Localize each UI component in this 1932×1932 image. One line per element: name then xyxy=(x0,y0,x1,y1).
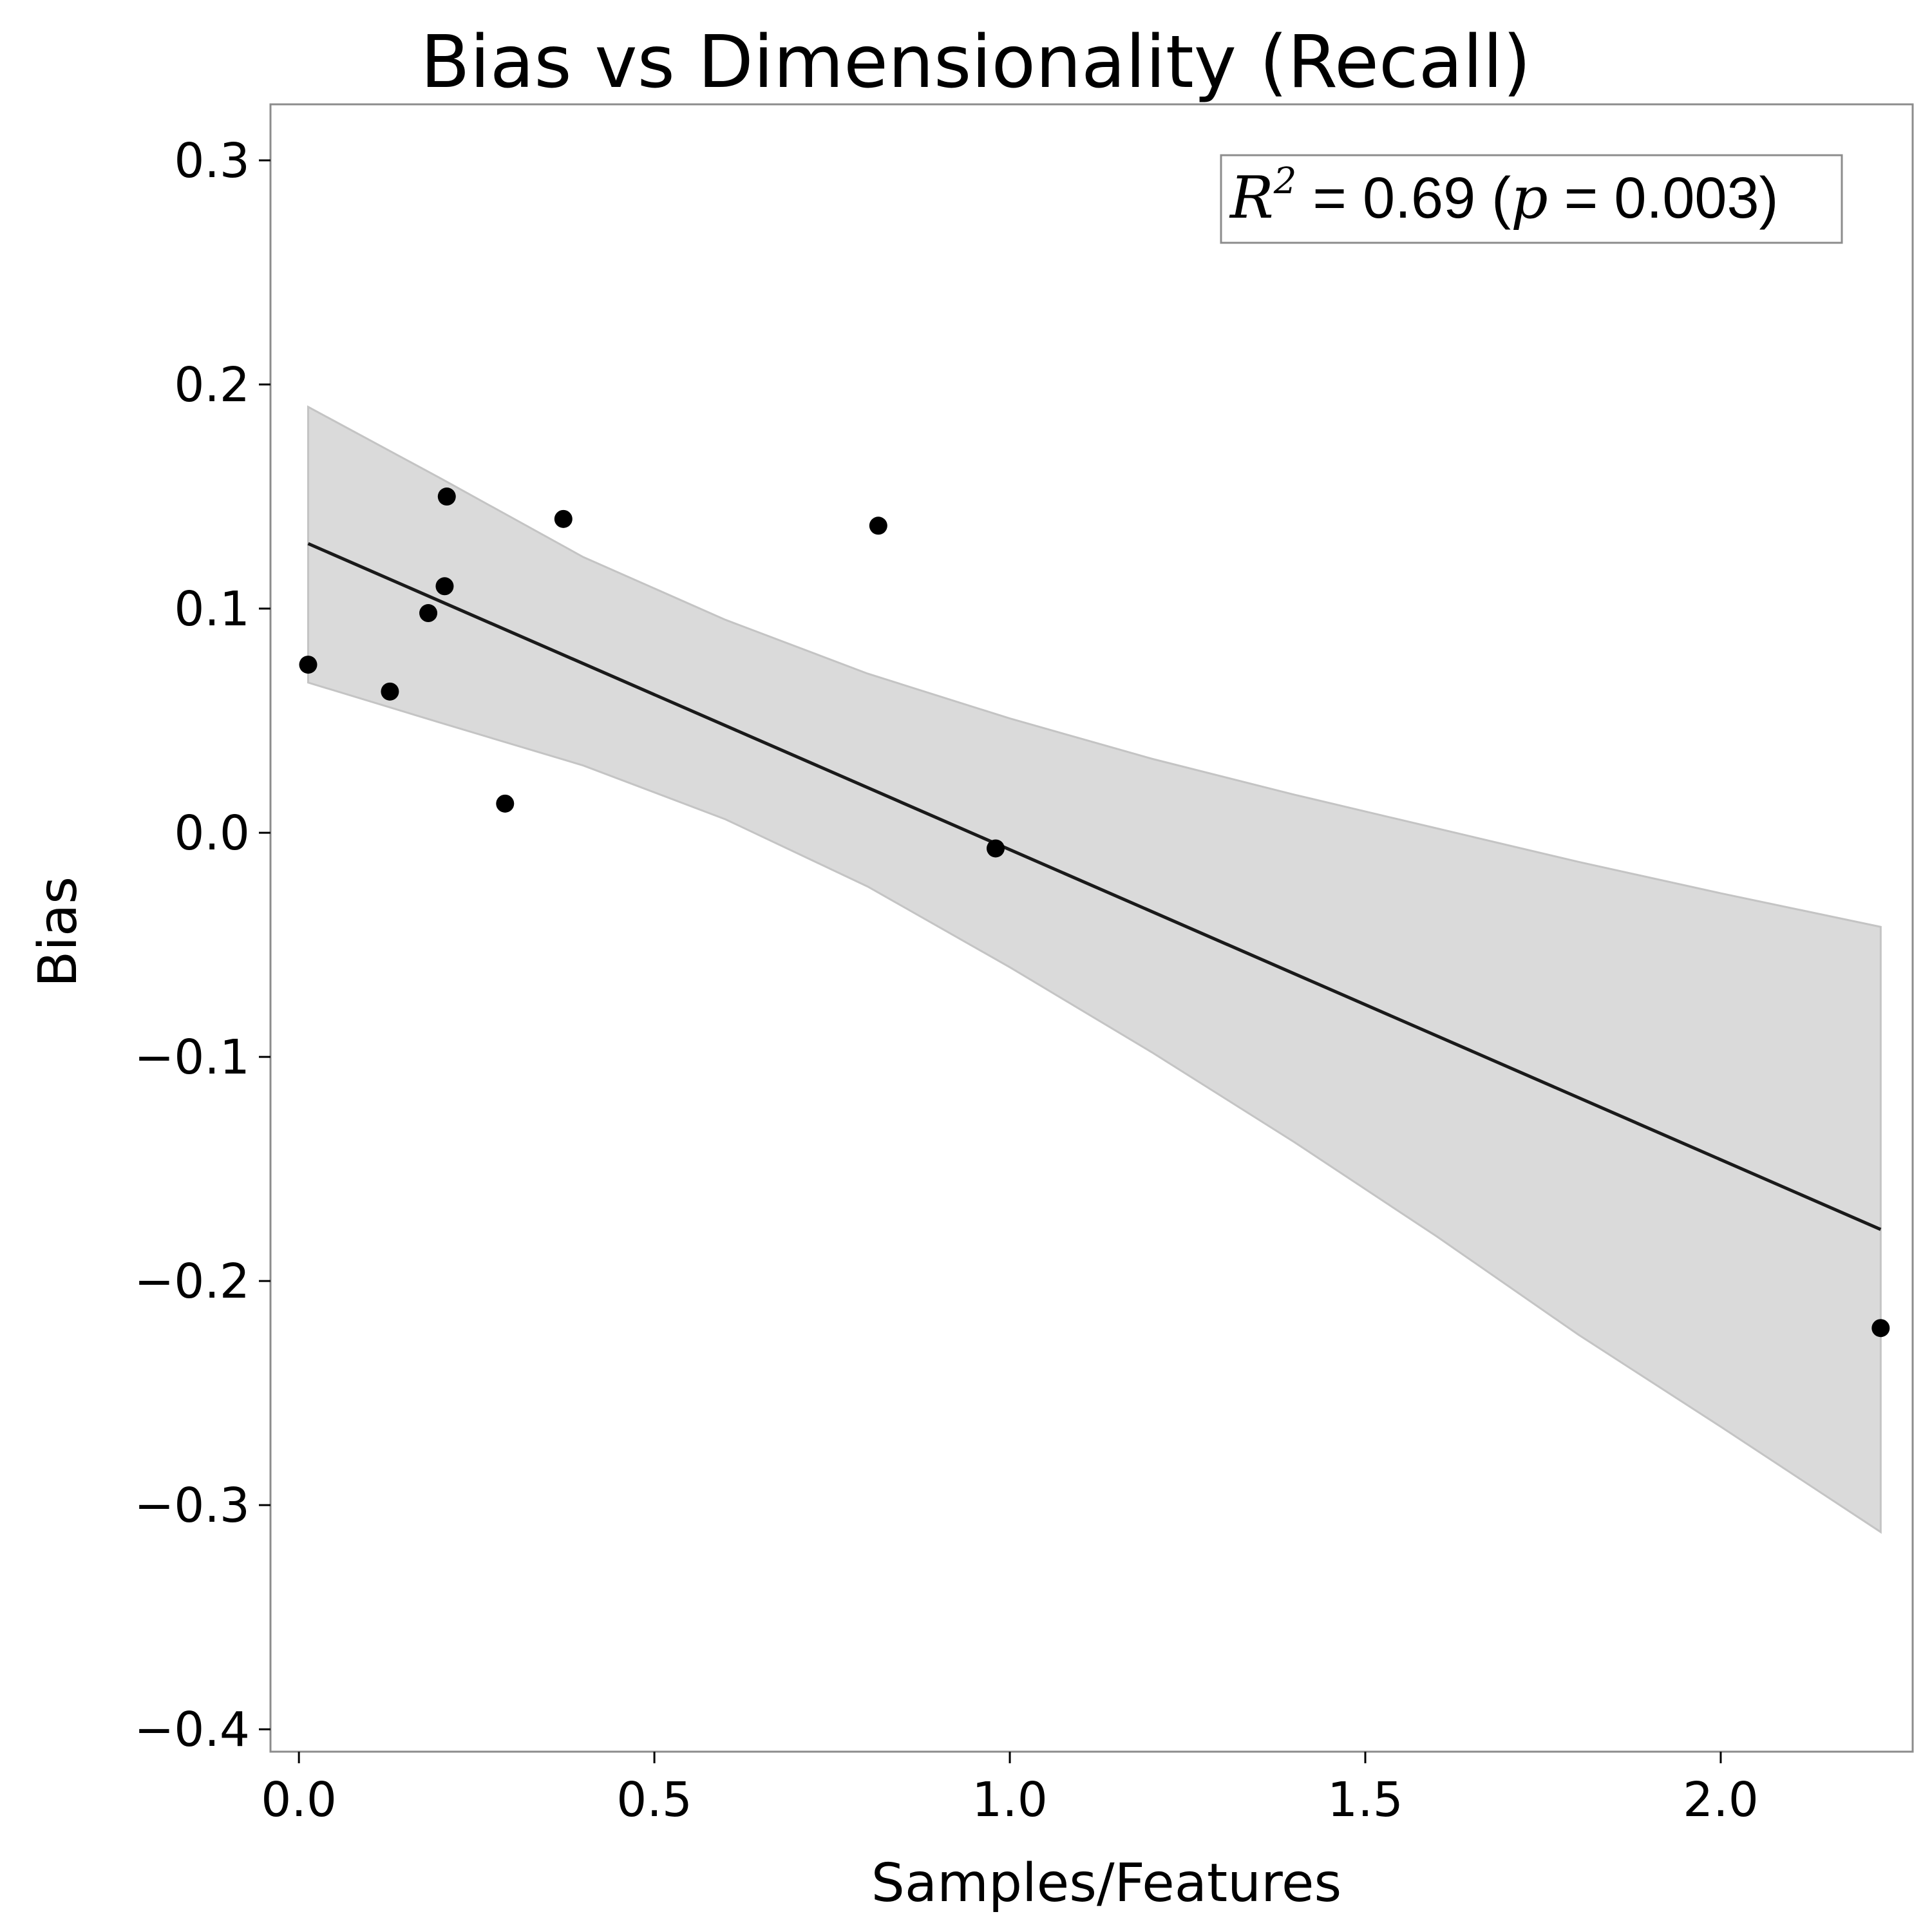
data-point xyxy=(419,604,438,623)
y-tick-label: −0.3 xyxy=(134,1478,250,1533)
y-tick-label: 0.3 xyxy=(174,133,250,189)
y-tick-label: 0.1 xyxy=(174,582,250,637)
x-tick-label: 0.5 xyxy=(616,1772,692,1828)
data-point xyxy=(299,656,317,674)
plot-frame xyxy=(269,103,1914,1753)
r-symbol: R xyxy=(1229,164,1274,232)
confidence-band xyxy=(307,405,1882,1534)
y-tick-label: −0.4 xyxy=(134,1702,250,1757)
y-tick-label: −0.1 xyxy=(134,1030,250,1085)
data-point xyxy=(437,488,456,506)
r-superscript: 2 xyxy=(1273,160,1297,202)
x-axis-label: Samples/Features xyxy=(871,1853,1341,1914)
y-tick-label: −0.2 xyxy=(134,1254,250,1309)
data-point xyxy=(986,839,1005,858)
annotation-box xyxy=(1220,154,1843,244)
data-point xyxy=(381,682,399,701)
y-tick-label: 0.0 xyxy=(174,806,250,861)
r-squared-annotation: R2 = 0.69 (p = 0.003) xyxy=(1220,154,1843,244)
x-axis: 0.0 0.5 1.0 1.5 2.0 xyxy=(261,1752,1759,1828)
x-tick-label: 0.0 xyxy=(261,1772,337,1828)
y-tick-label: 0.2 xyxy=(174,357,250,413)
annotation-p-value: = 0.003) xyxy=(1548,166,1779,231)
regression-line xyxy=(307,542,1882,1231)
data-point xyxy=(496,794,515,813)
data-point xyxy=(554,509,573,528)
svg-text:R2 = 0.69 (p = 0.003): R2 = 0.69 (p = 0.003) xyxy=(1229,160,1779,232)
annotation-value: = 0.69 ( xyxy=(1296,166,1511,231)
y-axis-label: Bias xyxy=(28,876,89,987)
p-symbol: p xyxy=(1511,164,1548,232)
plot-area xyxy=(299,405,1890,1534)
x-tick-label: 1.5 xyxy=(1327,1772,1403,1828)
data-point xyxy=(1871,1319,1890,1338)
data-point xyxy=(435,577,454,596)
chart-title: Bias vs Dimensionality (Recall) xyxy=(421,21,1531,104)
y-axis: 0.3 0.2 0.1 0.0 −0.1 −0.2 −0.3 −0.4 xyxy=(134,133,270,1757)
x-tick-label: 2.0 xyxy=(1683,1772,1759,1828)
data-point xyxy=(869,516,887,535)
x-tick-label: 1.0 xyxy=(972,1772,1048,1828)
